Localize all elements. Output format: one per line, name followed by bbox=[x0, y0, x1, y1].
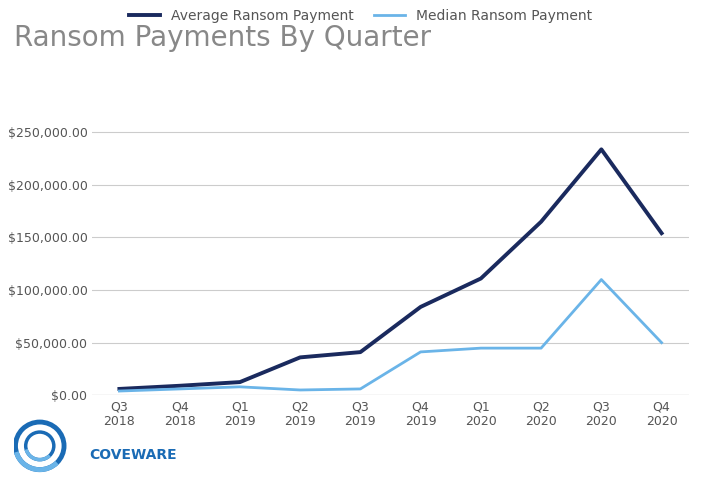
Text: Ransom Payments By Quarter: Ransom Payments By Quarter bbox=[14, 24, 432, 52]
Text: COVEWARE: COVEWARE bbox=[89, 448, 176, 463]
Legend: Average Ransom Payment, Median Ransom Payment: Average Ransom Payment, Median Ransom Pa… bbox=[124, 3, 598, 28]
